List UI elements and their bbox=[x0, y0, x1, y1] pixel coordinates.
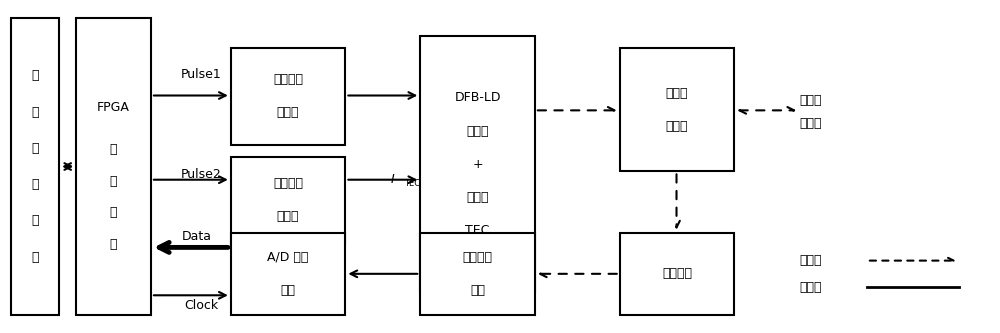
Text: 单: 单 bbox=[110, 206, 117, 219]
Bar bbox=[11, 18, 59, 315]
Text: +: + bbox=[472, 158, 483, 170]
Bar bbox=[620, 48, 734, 171]
Text: 口: 口 bbox=[32, 251, 39, 264]
Text: Pulse2: Pulse2 bbox=[180, 168, 221, 181]
Text: 制: 制 bbox=[110, 175, 117, 188]
Text: 接: 接 bbox=[32, 214, 39, 227]
Text: 通: 通 bbox=[32, 142, 39, 155]
Text: TEC: TEC bbox=[465, 223, 490, 236]
Text: 复用器: 复用器 bbox=[799, 117, 822, 130]
Text: Data: Data bbox=[182, 230, 212, 243]
Text: A/D 转换: A/D 转换 bbox=[267, 251, 309, 264]
Text: 电信号: 电信号 bbox=[799, 280, 822, 293]
Text: FPGA: FPGA bbox=[97, 101, 130, 114]
Text: 动电路: 动电路 bbox=[277, 106, 299, 119]
Text: DFB-LD: DFB-LD bbox=[454, 92, 501, 105]
Bar bbox=[231, 232, 345, 315]
Text: TEC: TEC bbox=[404, 179, 420, 188]
Text: 耦合器: 耦合器 bbox=[666, 120, 688, 133]
Text: 制冷器: 制冷器 bbox=[466, 190, 489, 203]
Text: Clock: Clock bbox=[184, 299, 218, 312]
Text: 光滤波器: 光滤波器 bbox=[662, 267, 692, 280]
Text: 激光器: 激光器 bbox=[466, 125, 489, 138]
Text: 信: 信 bbox=[32, 178, 39, 191]
Text: 动电路: 动电路 bbox=[277, 210, 299, 223]
Bar bbox=[231, 48, 345, 145]
Bar bbox=[420, 36, 535, 292]
Bar bbox=[620, 232, 734, 315]
Text: I: I bbox=[390, 173, 394, 186]
Bar bbox=[231, 157, 345, 244]
Text: 制冷器驱: 制冷器驱 bbox=[273, 177, 303, 190]
Text: 光信号: 光信号 bbox=[799, 254, 822, 267]
Text: 至波分: 至波分 bbox=[799, 94, 822, 107]
Text: 组件: 组件 bbox=[470, 284, 485, 297]
Text: 网: 网 bbox=[32, 69, 39, 82]
Text: 激光器驱: 激光器驱 bbox=[273, 73, 303, 86]
Text: 元: 元 bbox=[110, 238, 117, 251]
Text: 控: 控 bbox=[110, 144, 117, 157]
Text: 光环形: 光环形 bbox=[666, 87, 688, 100]
Text: Pulse1: Pulse1 bbox=[180, 68, 221, 81]
Bar bbox=[420, 232, 535, 315]
Text: 电路: 电路 bbox=[281, 284, 296, 297]
Text: 络: 络 bbox=[32, 106, 39, 119]
Text: 光探测器: 光探测器 bbox=[463, 251, 493, 264]
Bar bbox=[76, 18, 151, 315]
